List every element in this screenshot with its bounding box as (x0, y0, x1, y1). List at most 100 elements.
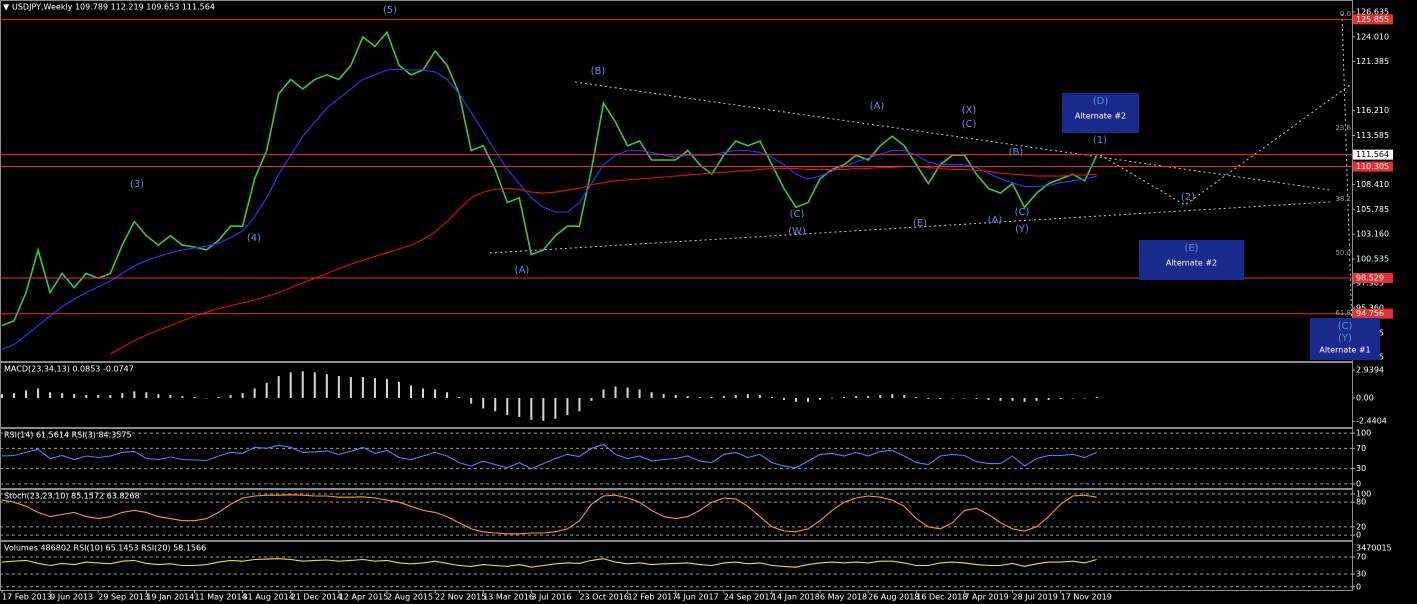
x-tick-label: 13 Mar 2016 (483, 593, 534, 602)
histogram-bar (482, 397, 485, 409)
panel-title: Stoch(23,23,10) 85.1572 63.8268 (4, 492, 140, 501)
wave-label: (A) (988, 215, 1003, 226)
histogram-bar (458, 397, 461, 398)
y-tick-label: 108.410 (1356, 180, 1389, 189)
histogram-bar (819, 397, 822, 400)
histogram-bar (626, 387, 629, 398)
series-line (1, 443, 1097, 470)
histogram-bar (1035, 397, 1038, 401)
x-tick-label: 17 Feb 2013 (2, 593, 52, 602)
wave-label: (E) (913, 218, 927, 229)
menu-arrow[interactable]: ▼ (3, 3, 10, 12)
rsi-frame (0, 428, 1353, 489)
alternate-box-label: Alternate #2 (1075, 112, 1126, 121)
histogram-bar (289, 372, 292, 398)
alternate-box-label: (E) (1184, 243, 1198, 254)
wave-label: (2) (1181, 192, 1195, 203)
y-tick-label: 0 (1356, 582, 1361, 591)
histogram-bar (410, 385, 413, 398)
histogram-bar (987, 397, 990, 400)
y-tick-label: 0 (1356, 479, 1361, 488)
histogram-bar (313, 372, 316, 398)
histogram-bar (349, 377, 352, 398)
x-tick-label: 22 Nov 2015 (435, 593, 486, 602)
histogram-bar (97, 395, 100, 398)
histogram-bar (241, 393, 244, 398)
histogram-bar (999, 397, 1002, 401)
histogram-bar (1095, 397, 1098, 398)
x-tick-label: 29 Sep 2013 (98, 593, 149, 602)
wave-label: (Y) (1015, 224, 1029, 235)
histogram-bar (650, 392, 653, 398)
y-tick-label: 100 (1356, 489, 1371, 498)
histogram-bar (13, 393, 16, 398)
histogram-bar (205, 397, 208, 399)
lower-trendline (489, 201, 1331, 254)
histogram-bar (193, 397, 196, 398)
histogram-bar (578, 397, 581, 412)
x-tick-label: 16 Dec 2018 (916, 593, 967, 602)
histogram-bar (698, 397, 701, 398)
series-line (1, 494, 1097, 535)
histogram-bar (927, 397, 930, 399)
histogram-bar (325, 374, 328, 398)
x-tick-label: 9 Jun 2013 (50, 593, 93, 602)
histogram-bar (277, 376, 280, 398)
histogram-bar (506, 397, 509, 416)
upper-trendline (574, 81, 1331, 191)
histogram-bar (121, 393, 124, 398)
histogram-bar (542, 397, 545, 421)
histogram-bar (843, 397, 846, 398)
y-tick-label: 105.785 (1356, 205, 1389, 214)
histogram-bar (590, 397, 593, 401)
level-label-box (1353, 273, 1393, 284)
y-tick-label: 2.9394 (1356, 365, 1384, 374)
x-tick-label: 4 Jun 2017 (676, 593, 719, 602)
y-tick-label: 70 (1356, 552, 1366, 561)
y-tick-label: 103.160 (1356, 230, 1389, 239)
wave-label: (A) (870, 101, 885, 112)
histogram-bar (782, 397, 785, 400)
histogram-bar (73, 394, 76, 398)
y-tick-label: 80 (1356, 498, 1366, 507)
main-frame (0, 0, 1353, 362)
histogram-bar (807, 397, 810, 402)
histogram-bar (686, 396, 689, 398)
panel-title: RSI(14) 61.5614 RSI(3) 84.3575 (4, 431, 132, 440)
histogram-bar (722, 396, 725, 398)
histogram-bar (915, 397, 918, 398)
y-tick-label: 126.635 (1356, 7, 1389, 16)
histogram-bar (25, 390, 28, 398)
y-tick-label: 113.585 (1356, 131, 1389, 140)
x-tick-label: 26 Aug 2018 (868, 593, 919, 602)
histogram-bar (85, 395, 88, 398)
histogram-bar (49, 392, 52, 398)
x-tick-label: 19 Jan 2014 (146, 593, 194, 602)
histogram-bar (361, 377, 364, 398)
panel-title: MACD(23,34,13) 0.0853 -0.0747 (4, 365, 134, 374)
wave-label: (W) (788, 226, 806, 237)
level-label: 125.855 (1356, 15, 1389, 24)
fib-label: 23.6 (1335, 124, 1351, 132)
fib-label: 50.0 (1335, 249, 1351, 257)
volume-max-label: 3470015 (1356, 544, 1392, 553)
histogram-bar (494, 397, 497, 412)
histogram-bar (674, 395, 677, 398)
x-tick-label: 11 May 2014 (194, 593, 246, 602)
histogram-bar (1059, 397, 1062, 399)
histogram-bar (470, 397, 473, 404)
level-label: 98.529 (1356, 274, 1384, 283)
level-label: 110.305 (1356, 162, 1389, 171)
alternate-box-label: (C) (1338, 321, 1353, 332)
histogram-bar (963, 397, 966, 399)
histogram-bar (181, 396, 184, 398)
wave-label: (4) (247, 233, 261, 244)
histogram-bar (301, 371, 304, 398)
histogram-bar (169, 395, 172, 398)
histogram-bar (903, 395, 906, 398)
histogram-bar (1083, 397, 1086, 399)
histogram-bar (518, 397, 521, 418)
level-label: 94.756 (1356, 309, 1384, 318)
